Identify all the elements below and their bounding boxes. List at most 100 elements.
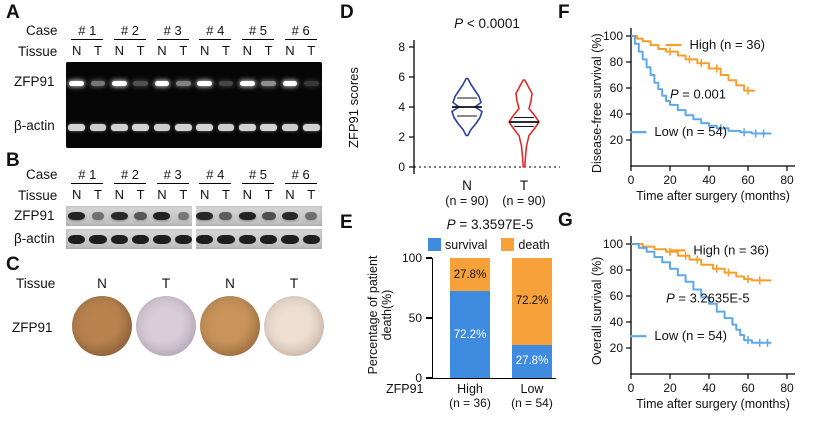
protein-band <box>67 234 86 244</box>
tissue-type: T <box>307 43 316 58</box>
ihc-cell <box>70 296 134 356</box>
protein-band <box>261 80 276 86</box>
actin-label-a: β-actin <box>14 118 55 133</box>
group-n-label: (n = 90) <box>502 194 545 208</box>
protein-band <box>89 234 107 244</box>
tissue-type: T <box>307 187 316 202</box>
tissue-type: T <box>179 187 188 202</box>
ihc-stain-image <box>264 296 324 356</box>
gel-lane <box>258 229 279 249</box>
e-y-tick-label: 50 <box>408 311 422 325</box>
gel-lane <box>130 73 151 93</box>
blot-gap <box>192 206 196 249</box>
d-y-axis-label: ZFP91 scores <box>346 67 361 148</box>
x-tick-label: 80 <box>780 173 794 187</box>
tissue-type: N <box>242 187 252 202</box>
gel-lane <box>237 73 258 93</box>
case-cell: # 4 <box>194 22 237 40</box>
actin-label-b: β-actin <box>14 231 55 246</box>
case-number: # 3 <box>156 23 189 40</box>
f-y-axis-label: Disease-free survival (%) <box>590 33 604 173</box>
tissue-type: N <box>242 43 252 58</box>
gel-lane <box>109 229 130 249</box>
tissue-type: T <box>264 187 273 202</box>
tissue-type: N <box>114 187 125 202</box>
gel-lane <box>301 206 322 226</box>
e-legend: survival death <box>428 238 550 252</box>
gel-lane <box>215 117 236 137</box>
gel-lane <box>173 117 194 137</box>
protein-band <box>302 234 321 244</box>
bar-high-n: (n = 36) <box>449 396 491 410</box>
gel-lane <box>87 206 108 226</box>
protein-band <box>196 212 213 220</box>
protein-band <box>92 212 104 220</box>
gel-lane <box>173 229 194 249</box>
tissue-type: N <box>199 187 210 202</box>
gel-lane <box>279 117 300 137</box>
case-row-b: # 1 # 2 # 3 # 4 # 5 # 6 <box>66 166 322 184</box>
stacked-bar: 72.2% 27.8% <box>512 258 552 378</box>
y-tick-label: 20 <box>610 341 624 355</box>
protein-band <box>259 234 278 244</box>
tissue-type: N <box>285 187 295 202</box>
km-curve-low <box>631 35 772 135</box>
death-segment: 72.2% <box>512 258 552 345</box>
protein-band <box>304 80 319 86</box>
case-cell: # 2 <box>109 166 152 184</box>
case-cell: # 2 <box>109 22 152 40</box>
case-number: # 1 <box>71 23 104 40</box>
y-tick-label: 0 <box>398 160 405 174</box>
protein-band <box>174 123 192 131</box>
p-value-symbol: P <box>446 217 456 232</box>
high-group-label: High (n = 36) <box>690 37 766 52</box>
x-tick-label: 20 <box>663 173 677 187</box>
panel-c-label: C <box>6 254 20 275</box>
case-header-a: Case <box>26 23 58 38</box>
protein-band <box>90 80 106 86</box>
y-tick-label: 8 <box>398 40 405 54</box>
y-tick-label: 40 <box>610 107 624 121</box>
gel-lane <box>194 117 215 137</box>
gel-lane <box>109 117 130 137</box>
gel-image <box>66 62 322 148</box>
e-y-tick <box>426 317 432 319</box>
tissue-type: T <box>136 187 145 202</box>
e-x-axis <box>432 377 556 379</box>
case-number: # 3 <box>156 167 189 184</box>
stacked-bar: 27.8% 72.2% <box>450 258 490 378</box>
e-y-axis-label-line2: death(%) <box>380 289 394 341</box>
gel-lane <box>130 117 151 137</box>
protein-band <box>260 123 277 131</box>
survival-segment: 27.8% <box>512 344 552 378</box>
y-tick-label: 100 <box>603 237 623 251</box>
e-y-tick <box>426 257 432 259</box>
case-cell: # 5 <box>237 22 280 40</box>
bar-low-label: Low <box>520 382 544 396</box>
panel-f-label: F <box>558 2 570 23</box>
protein-band <box>111 123 128 131</box>
survival-legend-label: survival <box>445 238 488 252</box>
protein-band <box>133 80 148 86</box>
ihc-cell <box>198 296 262 356</box>
tissue-type: N <box>71 187 82 202</box>
protein-band <box>261 212 276 220</box>
case-row-a: # 1 # 2 # 3 # 4 # 5 # 6 <box>66 22 322 40</box>
y-tick-label: 80 <box>610 263 624 277</box>
p-value: P = 3.2635E-5 <box>666 291 749 306</box>
high-group-label: High (n = 36) <box>693 242 769 257</box>
gel-lane <box>279 73 300 93</box>
case-number: # 1 <box>71 167 104 184</box>
gel-lane <box>173 73 194 93</box>
gel-lane <box>194 229 215 249</box>
protein-band <box>218 80 234 86</box>
ihc-stain-image <box>200 296 260 356</box>
death-swatch-icon <box>501 238 515 251</box>
gel-lane <box>237 229 258 249</box>
protein-band <box>177 212 189 220</box>
case-cell: # 4 <box>194 166 237 184</box>
gel-lane <box>301 117 322 137</box>
tissue-type: N <box>71 43 82 58</box>
